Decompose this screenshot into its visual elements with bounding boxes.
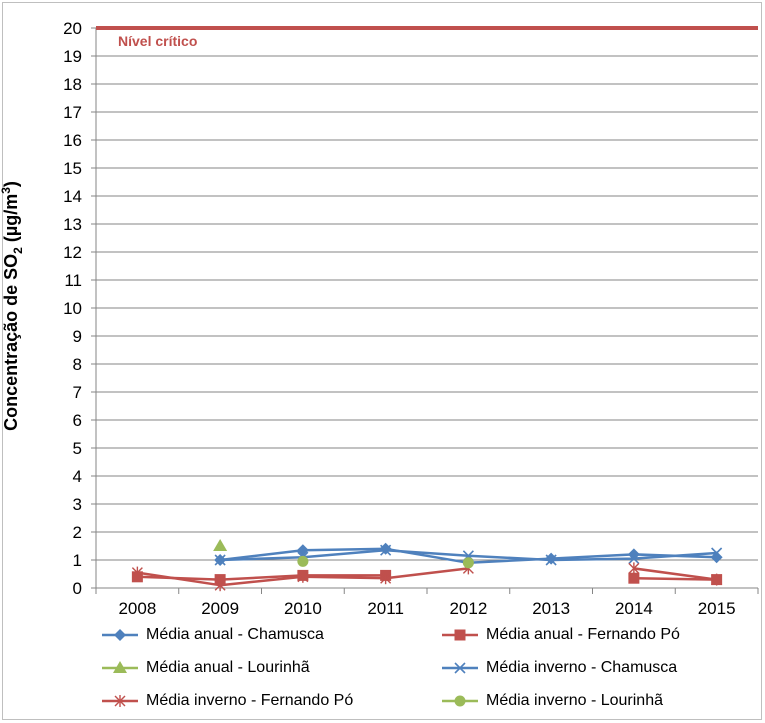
legend: Média anual - Chamusca Média anual - Fern… (100, 622, 740, 722)
y-tick-label: 15 (63, 159, 82, 178)
legend-label: Média anual - Chamusca (146, 626, 324, 643)
y-tick-label: 3 (73, 495, 82, 514)
x-tick-label: 2012 (449, 599, 487, 618)
y-tick-label: 2 (73, 523, 82, 542)
series-line (633, 567, 717, 581)
data-point (214, 554, 226, 566)
data-point (380, 572, 392, 585)
data-point (213, 539, 228, 551)
y-tick-label: 10 (63, 299, 82, 318)
legend-swatch (442, 629, 478, 641)
legend-swatch (102, 629, 138, 641)
x-tick-label: 2014 (615, 599, 653, 618)
legend-label: Média anual - Fernando Pó (486, 626, 680, 643)
data-point (380, 544, 392, 556)
legend-marker (454, 662, 466, 674)
y-tick-label: 9 (73, 327, 82, 346)
x-tick-label: 2013 (532, 599, 570, 618)
legend-marker (114, 629, 126, 641)
y-tick-label: 12 (63, 243, 82, 262)
data-point (628, 562, 640, 575)
data-point (628, 572, 640, 584)
series-5 (131, 562, 723, 592)
legend-label: Média inverno - Lourinhã (486, 692, 663, 709)
x-tick-label: 2011 (367, 599, 404, 618)
data-point (379, 542, 392, 555)
y-tick-label: 19 (63, 47, 82, 66)
y-tick-label: 1 (73, 551, 82, 570)
legend-item: Média anual - Lourinhã (100, 655, 310, 681)
y-tick-label: 13 (63, 215, 82, 234)
data-point (131, 566, 143, 579)
legend-swatch (442, 695, 478, 707)
legend-item: Média inverno - Fernando Pó (100, 688, 353, 714)
y-tick-label: 6 (73, 411, 82, 430)
legend-label: Média inverno - Chamusca (486, 659, 678, 676)
gridlines (96, 27, 758, 561)
legend-label: Média anual - Lourinhã (146, 659, 310, 676)
data-point (297, 555, 309, 567)
y-tick-label: 0 (73, 579, 82, 598)
y-tick-label: 8 (73, 355, 82, 374)
data-point (711, 573, 723, 586)
y-tick-label: 4 (73, 467, 82, 486)
legend-item: Média anual - Fernando Pó (440, 622, 680, 648)
y-tick-label: 17 (63, 103, 82, 122)
data-point (462, 557, 474, 569)
legend-swatch (102, 661, 138, 673)
data-point (545, 552, 558, 565)
legend-label: Média inverno - Fernando Pó (146, 692, 354, 709)
legend-marker (454, 629, 466, 641)
y-tick-label: 18 (63, 75, 82, 94)
critical-level-label: Nível crítico (118, 33, 197, 49)
series-line (633, 576, 717, 581)
series-3 (213, 539, 228, 551)
y-tick-label: 16 (63, 131, 82, 150)
x-tick-label: 2010 (284, 599, 322, 618)
legend-marker (114, 695, 126, 707)
legend-marker (454, 695, 466, 707)
critical-level: Nível crítico (96, 26, 758, 49)
x-tick-label: 2009 (201, 599, 239, 618)
data-point (297, 570, 309, 583)
data-point (545, 554, 557, 566)
y-tick-label: 5 (73, 439, 82, 458)
y-tick-label: 7 (73, 383, 82, 402)
legend-marker (113, 661, 127, 673)
legend-swatch (102, 695, 138, 707)
x-tick-label: 2015 (698, 599, 736, 618)
data-point (628, 553, 640, 565)
legend-item: Média inverno - Chamusca (440, 655, 677, 681)
data-point (296, 544, 309, 557)
series-group (131, 539, 723, 592)
x-tick-label: 2008 (118, 599, 156, 618)
legend-item: Média anual - Chamusca (100, 622, 324, 648)
data-point (214, 579, 226, 592)
series-6 (297, 555, 474, 569)
data-point (711, 547, 723, 559)
y-tick-label: 20 (63, 19, 82, 38)
y-tick-label: 11 (64, 271, 82, 290)
legend-item: Média inverno - Lourinhã (440, 688, 663, 714)
y-tick-label: 14 (63, 187, 82, 206)
legend-swatch (442, 662, 478, 674)
